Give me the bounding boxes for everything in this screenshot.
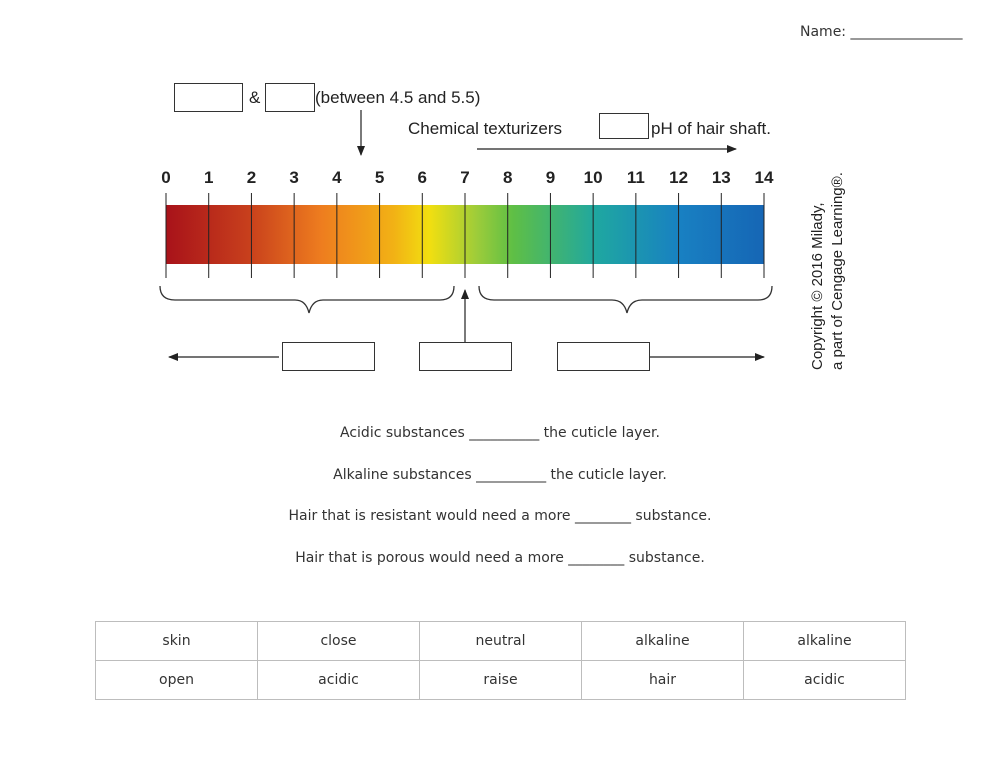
- top-amp-label: &: [249, 88, 261, 107]
- ph-number-3: 3: [289, 168, 298, 187]
- copyright-line-1: Copyright © 2016 Milady,: [809, 202, 826, 370]
- word-bank-cell[interactable]: alkaline: [743, 621, 906, 661]
- ph-scale-ticks: [165, 193, 765, 278]
- top-range-label: (between 4.5 and 5.5): [315, 88, 480, 107]
- ph-number-5: 5: [375, 168, 384, 187]
- ph-number-10: 10: [584, 168, 603, 187]
- word-bank-cell[interactable]: acidic: [743, 660, 906, 700]
- word-bank-cell[interactable]: raise: [419, 660, 582, 700]
- ph-number-13: 13: [712, 168, 731, 187]
- word-bank-cell[interactable]: acidic: [257, 660, 420, 700]
- fill-in-sentences: Acidic substances __________ the cuticle…: [0, 421, 1000, 587]
- ph-number-14: 14: [755, 168, 774, 187]
- ph-scale-diagram: & (between 4.5 and 5.5) Chemical texturi…: [159, 88, 846, 370]
- word-bank-cell[interactable]: alkaline: [581, 621, 744, 661]
- word-bank-cell[interactable]: open: [95, 660, 258, 700]
- word-bank-row: open acidic raise hair acidic: [95, 660, 906, 700]
- answer-box-4[interactable]: [282, 342, 375, 371]
- answer-box-5[interactable]: [419, 342, 512, 371]
- word-bank-row: skin close neutral alkaline alkaline: [95, 621, 906, 661]
- answer-input-5[interactable]: [420, 343, 511, 370]
- ph-number-8: 8: [503, 168, 512, 187]
- answer-box-3[interactable]: [599, 113, 649, 139]
- sentence-1: Acidic substances __________ the cuticle…: [340, 425, 660, 441]
- answer-input-1[interactable]: [175, 84, 242, 111]
- answer-box-6[interactable]: [557, 342, 650, 371]
- ph-number-12: 12: [669, 168, 688, 187]
- ph-of-hair-shaft-label: pH of hair shaft.: [651, 119, 771, 138]
- chem-texturizers-label: Chemical texturizers: [408, 119, 562, 138]
- ph-number-11: 11: [627, 168, 645, 187]
- sentence-2: Alkaline substances __________ the cutic…: [333, 466, 667, 483]
- answer-input-6[interactable]: [558, 343, 649, 370]
- ph-number-1: 1: [204, 168, 213, 187]
- sentence-3: Hair that is resistant would need a more…: [288, 508, 712, 524]
- word-bank-cell[interactable]: hair: [581, 660, 744, 700]
- ph-number-4: 4: [332, 168, 342, 187]
- answer-box-2[interactable]: [265, 83, 315, 112]
- answer-input-3[interactable]: [600, 114, 648, 138]
- ph-number-7: 7: [460, 168, 469, 187]
- ph-number-2: 2: [247, 168, 256, 187]
- word-bank-cell[interactable]: close: [257, 621, 420, 661]
- sentence-4: Hair that is porous would need a more __…: [295, 549, 705, 566]
- ph-number-9: 9: [546, 168, 555, 187]
- word-bank-table: skin close neutral alkaline alkaline ope…: [95, 621, 906, 700]
- answer-input-4[interactable]: [283, 343, 374, 370]
- answer-box-1[interactable]: [174, 83, 243, 112]
- answer-input-2[interactable]: [266, 84, 314, 111]
- acidic-brace: [159, 285, 455, 314]
- ph-scale-numbers: 0 1 2 3 4 5 6 7 8 9 10 11 12 13 14: [161, 168, 774, 187]
- copyright-line-2: a part of Cengage Learning®.: [829, 172, 846, 370]
- word-bank-cell[interactable]: skin: [95, 621, 258, 661]
- ph-number-6: 6: [418, 168, 427, 187]
- copyright-notice: Copyright © 2016 Milady, a part of Cenga…: [809, 172, 846, 370]
- name-field-label: Name: ________________: [800, 24, 963, 40]
- alkaline-brace: [478, 285, 773, 314]
- word-bank-cell[interactable]: neutral: [419, 621, 582, 661]
- ph-number-0: 0: [161, 168, 170, 187]
